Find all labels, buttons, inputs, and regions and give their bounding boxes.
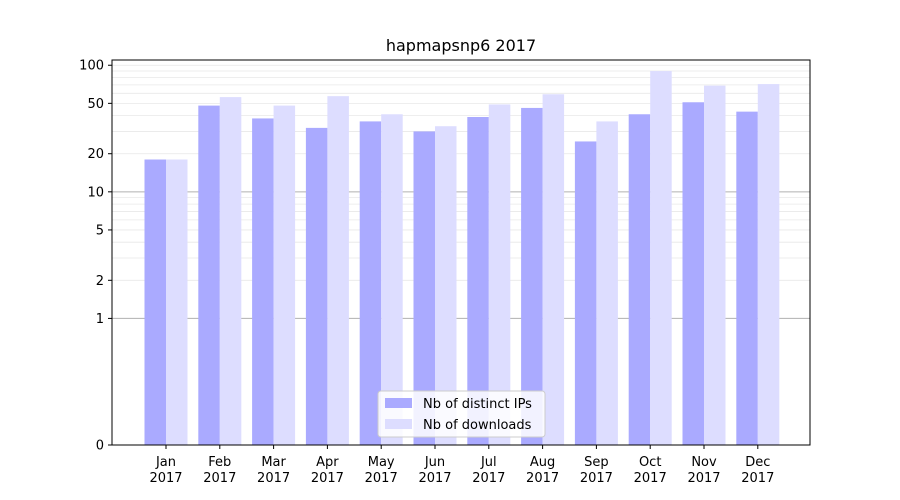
bar-downloads (166, 159, 188, 445)
x-tick-label-month: Dec (745, 455, 770, 470)
x-tick-label-month: Nov (691, 455, 717, 470)
chart-title: hapmapsnp6 2017 (386, 36, 536, 55)
bar-downloads (219, 97, 242, 446)
bar-downloads (704, 85, 726, 445)
legend: Nb of distinct IPs Nb of downloads (377, 390, 546, 438)
y-tick-label: 10 (87, 185, 104, 200)
bar-distinct-ips (144, 159, 166, 445)
x-tick-label-month: May (368, 455, 395, 470)
x-tick-label-year: 2017 (687, 471, 720, 486)
bar-distinct-ips (467, 117, 489, 446)
x-tick-label-year: 2017 (418, 471, 451, 486)
x-tick-label-year: 2017 (203, 471, 236, 486)
y-tick-label: 0 (96, 439, 104, 454)
bar-distinct-ips (413, 131, 435, 445)
bar-downloads (542, 94, 565, 446)
y-tick-label: 1 (96, 312, 104, 327)
x-tick-label-month: Feb (208, 455, 231, 470)
bar-downloads (757, 84, 780, 446)
legend-swatch (385, 398, 412, 408)
x-tick-label-month: Mar (261, 455, 286, 470)
x-tick-label-year: 2017 (580, 471, 613, 486)
legend-swatch (385, 419, 412, 429)
x-axis: Jan2017Feb2017Mar2017Apr2017May2017Jun20… (149, 445, 774, 486)
x-tick-label-month: Jan (155, 455, 176, 470)
x-tick-label-month: Jul (480, 455, 497, 470)
x-tick-label-year: 2017 (472, 471, 505, 486)
bar-distinct-ips (682, 102, 704, 445)
bar-distinct-ips (252, 118, 274, 445)
x-tick-label-month: Jun (424, 455, 445, 470)
bar-downloads (273, 105, 296, 446)
bar-distinct-ips (359, 121, 382, 445)
y-tick-label: 20 (87, 147, 104, 162)
bar-downloads (381, 114, 403, 445)
x-tick-label-year: 2017 (257, 471, 290, 486)
bar-downloads (488, 104, 511, 445)
bar-distinct-ips (574, 141, 597, 445)
x-tick-label-month: Apr (316, 455, 339, 470)
y-tick-label: 5 (96, 223, 104, 238)
x-tick-label-month: Sep (584, 455, 609, 470)
y-tick-label: 50 (87, 97, 104, 112)
x-tick-label-month: Oct (639, 455, 661, 470)
x-tick-label-year: 2017 (149, 471, 182, 486)
y-axis: 0 1 2 5 10 20 50 100 (79, 59, 112, 454)
plot-frame (111, 59, 811, 446)
bar-distinct-ips (198, 105, 220, 446)
bar-distinct-ips (521, 107, 543, 446)
x-tick-label-year: 2017 (634, 471, 667, 486)
x-tick-label-year: 2017 (311, 471, 344, 486)
bar-downloads (596, 121, 618, 445)
x-tick-label-year: 2017 (741, 471, 774, 486)
bar-downloads (327, 96, 349, 446)
bar-downloads (650, 71, 672, 446)
bar-distinct-ips (628, 114, 651, 445)
x-tick-label-year: 2017 (365, 471, 398, 486)
legend-box (377, 390, 546, 438)
y-tick-label: 2 (96, 274, 104, 289)
bar-distinct-ips (305, 127, 328, 445)
legend-label: Nb of distinct IPs (423, 397, 532, 412)
y-tick-label: 100 (79, 59, 104, 74)
legend-label: Nb of downloads (423, 418, 532, 433)
x-tick-label-year: 2017 (526, 471, 559, 486)
bars (144, 71, 780, 446)
bar-distinct-ips (736, 111, 758, 445)
bar-downloads (435, 126, 457, 446)
x-tick-label-month: Aug (530, 455, 555, 470)
